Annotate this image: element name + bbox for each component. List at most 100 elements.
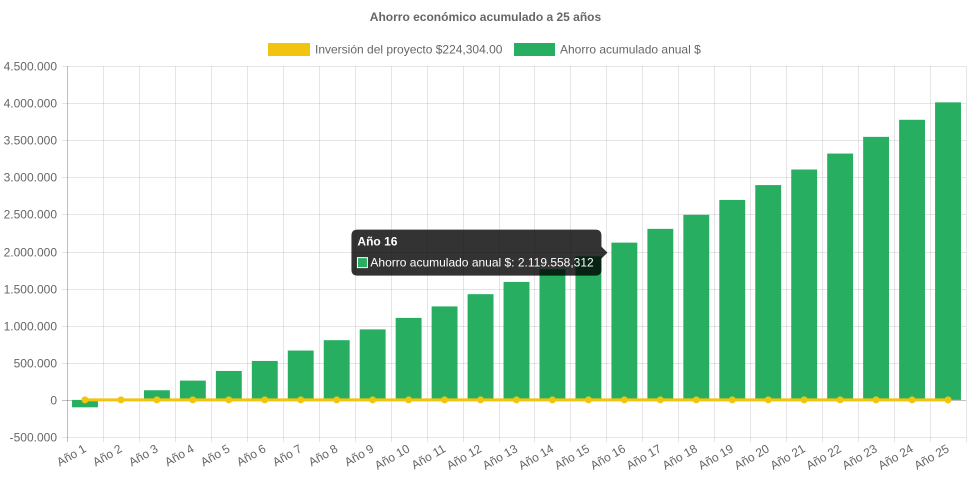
investment-point-13[interactable] bbox=[513, 396, 520, 404]
x-tick-label: Año 24 bbox=[876, 441, 916, 472]
y-tick-label: 0 bbox=[50, 394, 57, 408]
bar-15[interactable] bbox=[575, 256, 602, 400]
tooltip-background bbox=[351, 229, 608, 276]
bar-7[interactable] bbox=[287, 350, 314, 400]
investment-point-3[interactable] bbox=[153, 396, 161, 404]
bar-3[interactable] bbox=[143, 390, 170, 400]
x-tick-label: Año 20 bbox=[732, 441, 772, 472]
bar-4[interactable] bbox=[179, 380, 206, 400]
x-tick-label: Año 17 bbox=[624, 441, 664, 472]
chart-title: Ahorro económico acumulado a 25 años bbox=[370, 10, 602, 24]
x-tick-label: Año 6 bbox=[234, 441, 268, 469]
x-tick-label: Año 13 bbox=[480, 441, 520, 472]
legend-item-savings[interactable]: Ahorro acumulado anual $ bbox=[514, 43, 701, 57]
bar-22[interactable] bbox=[827, 153, 854, 400]
tooltip-title: Año 16 bbox=[357, 235, 397, 249]
y-axis: 4.500.000 4.000.000 3.500.000 3.000.000 2.50… bbox=[4, 60, 58, 445]
investment-point-22[interactable] bbox=[836, 396, 844, 404]
y-tick-label: 1.000.000 bbox=[4, 320, 58, 334]
investment-point-24[interactable] bbox=[908, 396, 916, 404]
bar-17[interactable] bbox=[647, 228, 674, 400]
investment-point-20[interactable] bbox=[764, 396, 772, 404]
legend-label-investment: Inversión del proyecto $224,304.00 bbox=[315, 43, 503, 57]
x-tick-label: Año 19 bbox=[696, 441, 736, 472]
x-tick-label: Año 12 bbox=[444, 441, 484, 472]
y-tick-label: 2.000.000 bbox=[4, 246, 58, 260]
legend: Inversión del proyecto $224,304.00 Ahorr… bbox=[268, 43, 701, 57]
investment-point-23[interactable] bbox=[872, 396, 880, 404]
investment-point-11[interactable] bbox=[441, 396, 449, 404]
x-tick-label: Año 2 bbox=[90, 441, 124, 469]
x-tick-label: Año 25 bbox=[912, 441, 952, 472]
investment-point-6[interactable] bbox=[261, 396, 269, 404]
tooltip: Año 16 Ahorro acumulado anual $: 2.119.5… bbox=[351, 229, 608, 276]
investment-point-25[interactable] bbox=[944, 396, 952, 404]
bar-series-savings bbox=[72, 102, 961, 408]
bar-18[interactable] bbox=[683, 214, 710, 400]
investment-point-19[interactable] bbox=[728, 396, 736, 404]
investment-point-18[interactable] bbox=[692, 396, 700, 404]
investment-point-12[interactable] bbox=[477, 396, 485, 404]
x-tick-label: Año 23 bbox=[840, 441, 880, 472]
x-tick-label: Año 11 bbox=[409, 441, 448, 472]
investment-point-7[interactable] bbox=[297, 396, 305, 404]
bar-6[interactable] bbox=[251, 360, 278, 400]
bar-11[interactable] bbox=[431, 306, 458, 400]
line-series-investment bbox=[81, 396, 952, 404]
bar-16[interactable] bbox=[611, 242, 638, 400]
investment-point-1[interactable] bbox=[81, 396, 89, 404]
bar-8[interactable] bbox=[323, 340, 350, 400]
x-tick-label: Año 8 bbox=[306, 441, 340, 469]
investment-point-21[interactable] bbox=[800, 396, 808, 404]
x-axis: Año 1 Año 2 Año 3 Año 4 Año 5 Año 6 Año 7 Año 8… bbox=[54, 441, 951, 472]
tooltip-swatch bbox=[356, 257, 368, 269]
y-tick-label: 4.000.000 bbox=[4, 97, 58, 111]
tooltip-body: Ahorro acumulado anual $: 2.119.558,312 bbox=[370, 256, 594, 270]
x-tick-label: Año 10 bbox=[372, 441, 412, 472]
x-tick-label: Año 14 bbox=[516, 441, 556, 472]
x-tick-label: Año 18 bbox=[660, 441, 700, 472]
bar-14[interactable] bbox=[539, 269, 566, 400]
x-tick-label: Año 22 bbox=[804, 441, 844, 472]
x-tick-label: Año 16 bbox=[588, 441, 628, 472]
bar-21[interactable] bbox=[791, 169, 818, 400]
bar-9[interactable] bbox=[359, 329, 386, 400]
bar-20[interactable] bbox=[755, 185, 782, 400]
bar-19[interactable] bbox=[719, 199, 746, 400]
legend-swatch-savings bbox=[514, 43, 555, 56]
investment-point-5[interactable] bbox=[225, 396, 233, 404]
investment-point-9[interactable] bbox=[369, 396, 377, 404]
bar-23[interactable] bbox=[863, 136, 890, 400]
investment-point-4[interactable] bbox=[189, 396, 197, 404]
investment-point-10[interactable] bbox=[405, 396, 413, 404]
x-tick-label: Año 7 bbox=[270, 441, 304, 469]
bar-13[interactable] bbox=[503, 281, 530, 400]
investment-point-15[interactable] bbox=[584, 396, 592, 404]
investment-point-2[interactable] bbox=[117, 396, 125, 404]
y-tick-label: -500.000 bbox=[10, 431, 58, 445]
x-tick-label: Año 9 bbox=[342, 441, 376, 469]
legend-item-investment[interactable]: Inversión del proyecto $224,304.00 bbox=[268, 43, 503, 57]
legend-swatch-investment bbox=[268, 43, 310, 56]
y-tick-label: 500.000 bbox=[14, 357, 58, 371]
investment-point-14[interactable] bbox=[548, 396, 556, 404]
bar-5[interactable] bbox=[215, 370, 242, 400]
bar-12[interactable] bbox=[467, 294, 494, 400]
y-tick-label: 3.500.000 bbox=[4, 134, 58, 148]
bar-10[interactable] bbox=[395, 317, 422, 400]
bar-25[interactable] bbox=[935, 102, 961, 400]
bar-24[interactable] bbox=[899, 119, 926, 400]
y-tick-label: 2.500.000 bbox=[4, 208, 58, 222]
investment-point-8[interactable] bbox=[333, 396, 341, 404]
investment-point-17[interactable] bbox=[656, 396, 664, 404]
x-tick-label: Año 4 bbox=[162, 441, 196, 469]
x-tick-label: Año 3 bbox=[126, 441, 160, 469]
legend-label-savings: Ahorro acumulado anual $ bbox=[560, 43, 701, 57]
investment-point-16[interactable] bbox=[620, 396, 628, 404]
x-tick-label: Año 15 bbox=[552, 441, 592, 472]
bar-1[interactable] bbox=[72, 399, 98, 408]
y-tick-label: 3.000.000 bbox=[4, 171, 58, 185]
y-tick-label: 4.500.000 bbox=[4, 60, 58, 74]
x-tick-label: Año 1 bbox=[54, 441, 88, 469]
y-tick-label: 1.500.000 bbox=[4, 283, 58, 297]
